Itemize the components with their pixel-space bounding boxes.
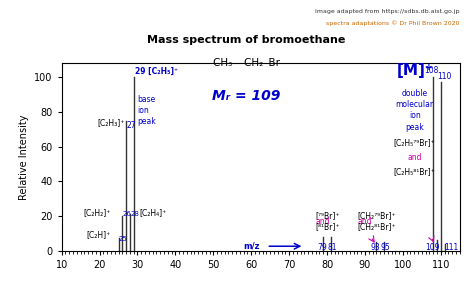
Text: and: and xyxy=(357,217,372,226)
Text: [C₂H]⁺: [C₂H]⁺ xyxy=(87,230,111,239)
Text: 28: 28 xyxy=(130,211,139,217)
Text: [M]⁺: [M]⁺ xyxy=(396,63,433,78)
Text: Mᵣ = 109: Mᵣ = 109 xyxy=(212,89,281,103)
Text: 25: 25 xyxy=(119,236,128,242)
Text: 29 [C₂H₅]⁺: 29 [C₂H₅]⁺ xyxy=(135,67,178,75)
Text: 79: 79 xyxy=(318,243,328,252)
Text: 93: 93 xyxy=(371,243,381,252)
Text: [C₂H₃]⁺: [C₂H₃]⁺ xyxy=(98,118,125,127)
Text: 110: 110 xyxy=(437,72,451,81)
Text: [C₂H₅⁸¹Br]⁺: [C₂H₅⁸¹Br]⁺ xyxy=(394,167,436,176)
Text: Mass spectrum of bromoethane: Mass spectrum of bromoethane xyxy=(147,35,346,45)
Text: 81: 81 xyxy=(328,243,337,252)
Text: Image adapted from https://sdbs.db.aist.go.jp: Image adapted from https://sdbs.db.aist.… xyxy=(315,9,460,14)
Text: [CH₂⁷⁹Br]⁺: [CH₂⁷⁹Br]⁺ xyxy=(357,211,396,220)
Text: double
molecular
ion
peak: double molecular ion peak xyxy=(396,89,434,132)
Text: [⁸¹Br]⁺: [⁸¹Br]⁺ xyxy=(316,222,340,231)
Text: [C₂H₂]⁺: [C₂H₂]⁺ xyxy=(83,208,111,217)
Y-axis label: Relative Intensity: Relative Intensity xyxy=(18,114,28,200)
Text: 95: 95 xyxy=(381,243,391,252)
Text: [⁷⁹Br]⁺: [⁷⁹Br]⁺ xyxy=(316,211,340,220)
Text: spectra adaptations © Dr Phil Brown 2020: spectra adaptations © Dr Phil Brown 2020 xyxy=(326,20,460,26)
Text: and: and xyxy=(316,217,330,226)
Text: 109: 109 xyxy=(426,243,440,252)
Text: 26: 26 xyxy=(123,211,132,217)
Text: CH₃ – CH₂–Br: CH₃ – CH₂–Br xyxy=(213,58,280,68)
Text: 111: 111 xyxy=(445,243,459,252)
Text: m/z: m/z xyxy=(243,242,259,251)
Text: [C₂H₅⁷⁹Br]⁺: [C₂H₅⁷⁹Br]⁺ xyxy=(394,138,436,147)
Text: 108: 108 xyxy=(424,67,438,75)
Text: base
ion
peak: base ion peak xyxy=(137,94,156,126)
Text: 27: 27 xyxy=(127,121,137,130)
Text: [CH₂⁸¹Br]⁺: [CH₂⁸¹Br]⁺ xyxy=(357,222,396,231)
Text: [C₂H₄]⁺: [C₂H₄]⁺ xyxy=(139,208,166,217)
Text: and: and xyxy=(408,153,422,162)
